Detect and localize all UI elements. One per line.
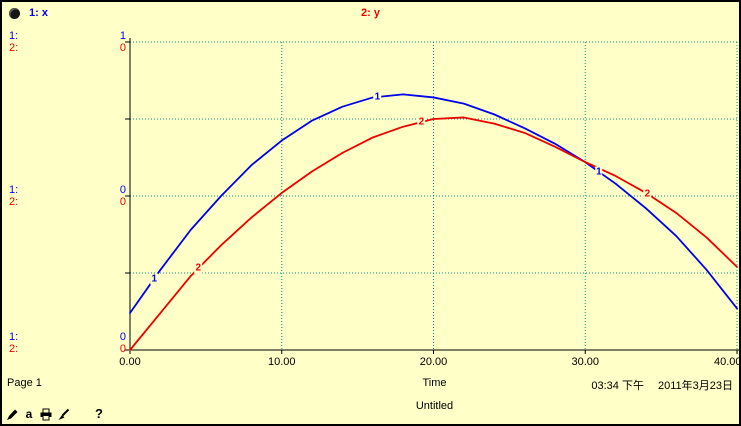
scale-value-series1: 0 <box>119 331 126 343</box>
pencil-icon[interactable] <box>5 407 19 421</box>
scale-value-series1: 1 <box>119 30 126 42</box>
text-tool-icon[interactable]: a <box>25 407 33 421</box>
scale-prefix-series1: 1: <box>9 184 19 196</box>
curve-label-2: 2 <box>194 262 203 274</box>
legend-series1[interactable]: 1: x <box>29 7 48 19</box>
curve-series-1 <box>129 93 738 314</box>
scale-value-series2: 0 <box>119 343 126 355</box>
curve-label-2: 2 <box>417 116 426 128</box>
toolbar: a <box>5 407 70 421</box>
paintbrush-icon[interactable] <box>56 407 70 421</box>
printer-icon[interactable] <box>39 407 53 421</box>
padlock-icon[interactable] <box>9 8 20 19</box>
scale-value-series2: 0 <box>119 196 126 208</box>
legend-series2[interactable]: 2: y <box>361 7 380 19</box>
x-tick-label: 40.00 <box>714 356 741 368</box>
x-tick-label: 30.00 <box>571 356 600 368</box>
x-axis-title: Time <box>422 377 447 389</box>
scale-prefix-series1: 1: <box>9 30 19 42</box>
scale-value-series1: 0 <box>119 184 126 196</box>
scale-prefix-series1: 1: <box>9 331 19 343</box>
timestamp: 03:34 下午 2011年3月23日 <box>591 377 733 393</box>
curve-label-1: 1 <box>595 166 603 178</box>
date-text: 2011年3月23日 <box>657 380 733 392</box>
x-tick-label: 20.00 <box>419 356 448 368</box>
scale-prefix-series2: 2: <box>9 42 19 54</box>
curve-series-2 <box>129 116 738 351</box>
page-label: Page 1 <box>7 377 42 389</box>
curve-label-1: 1 <box>150 273 159 285</box>
x-tick-label: 10.00 <box>267 356 296 368</box>
x-tick-label: 0.00 <box>119 356 141 368</box>
scale-value-series2: 0 <box>119 42 126 54</box>
curve-label-2: 2 <box>643 188 652 200</box>
curve-label-1: 1 <box>373 91 382 103</box>
time-text: 03:34 下午 <box>591 380 644 392</box>
help-icon[interactable]: ? <box>95 406 103 421</box>
scale-prefix-series2: 2: <box>9 196 19 208</box>
scale-prefix-series2: 2: <box>9 343 19 355</box>
graph-title: Untitled <box>415 400 454 412</box>
